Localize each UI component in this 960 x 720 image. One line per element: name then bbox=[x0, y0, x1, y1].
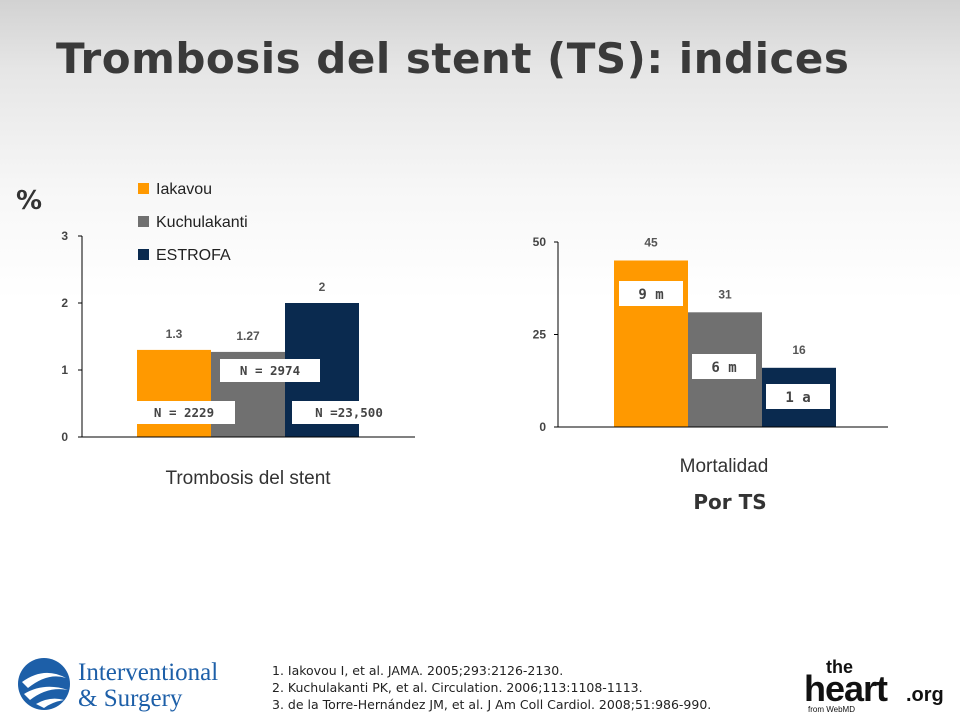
chart1-x-axis-title: Trombosis del stent bbox=[165, 468, 331, 489]
reference-2: 2. Kuchulakanti PK, et al. Circulation. … bbox=[272, 680, 643, 695]
chart1-legend-swatch bbox=[138, 249, 149, 260]
chart2-period-box bbox=[766, 384, 830, 409]
references: 1. Iakovou I, et al. JAMA. 2005;293:2126… bbox=[272, 662, 711, 713]
chart1-y-tick-label: 3 bbox=[61, 229, 68, 243]
chart2-period-label: 1 a bbox=[785, 390, 810, 406]
chart2-period-label: 9 m bbox=[638, 287, 663, 303]
logo-the: the bbox=[826, 657, 853, 677]
chart1-legend-label: ESTROFA bbox=[156, 247, 231, 264]
chart2-y-tick-label: 25 bbox=[533, 328, 547, 342]
logo-from: from WebMD bbox=[808, 705, 855, 714]
page-title: Trombosis del stent (TS): indices bbox=[56, 34, 850, 83]
chart2-value-label: 31 bbox=[718, 287, 732, 301]
chart1-n-label-box bbox=[133, 401, 235, 424]
chart1-legend-swatch bbox=[138, 183, 149, 194]
chart2-y-tick-label: 50 bbox=[533, 235, 547, 249]
chart1-legend-label: Iakavou bbox=[156, 181, 212, 198]
logo-line1: Interventional bbox=[78, 659, 218, 686]
chart1-y-tick-label: 1 bbox=[61, 363, 68, 377]
chart2-subtitle: Por TS bbox=[693, 490, 766, 514]
chart1-y-tick-label: 0 bbox=[61, 430, 68, 444]
chart1-y-tick-label: 2 bbox=[61, 296, 68, 310]
logo-line2: & Surgery bbox=[78, 685, 183, 712]
chart2-x-axis-title: Mortalidad bbox=[680, 456, 769, 477]
chart1-n-label-box bbox=[292, 401, 406, 424]
chart1-n-label-box bbox=[220, 359, 320, 382]
theheart-org-logo: the heart .org from WebMD bbox=[804, 657, 944, 714]
chart1-legend-swatch bbox=[138, 216, 149, 227]
chart1-n-label: N = 2974 bbox=[240, 363, 300, 378]
chart2-value-label: 45 bbox=[644, 236, 658, 250]
charts-canvas: 1.3 1.27 2 0 1 2 3 N = 2229 N = 2974 N =23,500 Iak… bbox=[61, 181, 888, 514]
chart1-value-label: 1.3 bbox=[166, 327, 183, 341]
chart2-period-box bbox=[692, 354, 756, 379]
reference-1: 1. Iakovou I, et al. JAMA. 2005;293:2126… bbox=[272, 663, 564, 678]
globe-icon bbox=[18, 658, 70, 710]
chart1-value-label: 1.27 bbox=[236, 329, 260, 343]
chart2-value-label: 16 bbox=[792, 343, 806, 357]
chart2-y-tick-label: 0 bbox=[539, 420, 546, 434]
chart2-period-box bbox=[619, 281, 683, 306]
chart1-n-label: N =23,500 bbox=[315, 405, 383, 420]
chart1-value-label: 2 bbox=[319, 280, 326, 294]
chart1-legend-label: Kuchulakanti bbox=[156, 214, 248, 231]
interventional-surgery-logo: Interventional & Surgery bbox=[18, 658, 218, 712]
logo-org: .org bbox=[906, 684, 944, 706]
logo-heart: heart bbox=[804, 668, 888, 709]
percent-axis-label: % bbox=[16, 186, 43, 216]
chart1-n-label: N = 2229 bbox=[154, 405, 214, 420]
chart2-period-label: 6 m bbox=[711, 360, 736, 376]
reference-3: 3. de la Torre-Hernández JM, et al. J Am… bbox=[272, 697, 712, 712]
